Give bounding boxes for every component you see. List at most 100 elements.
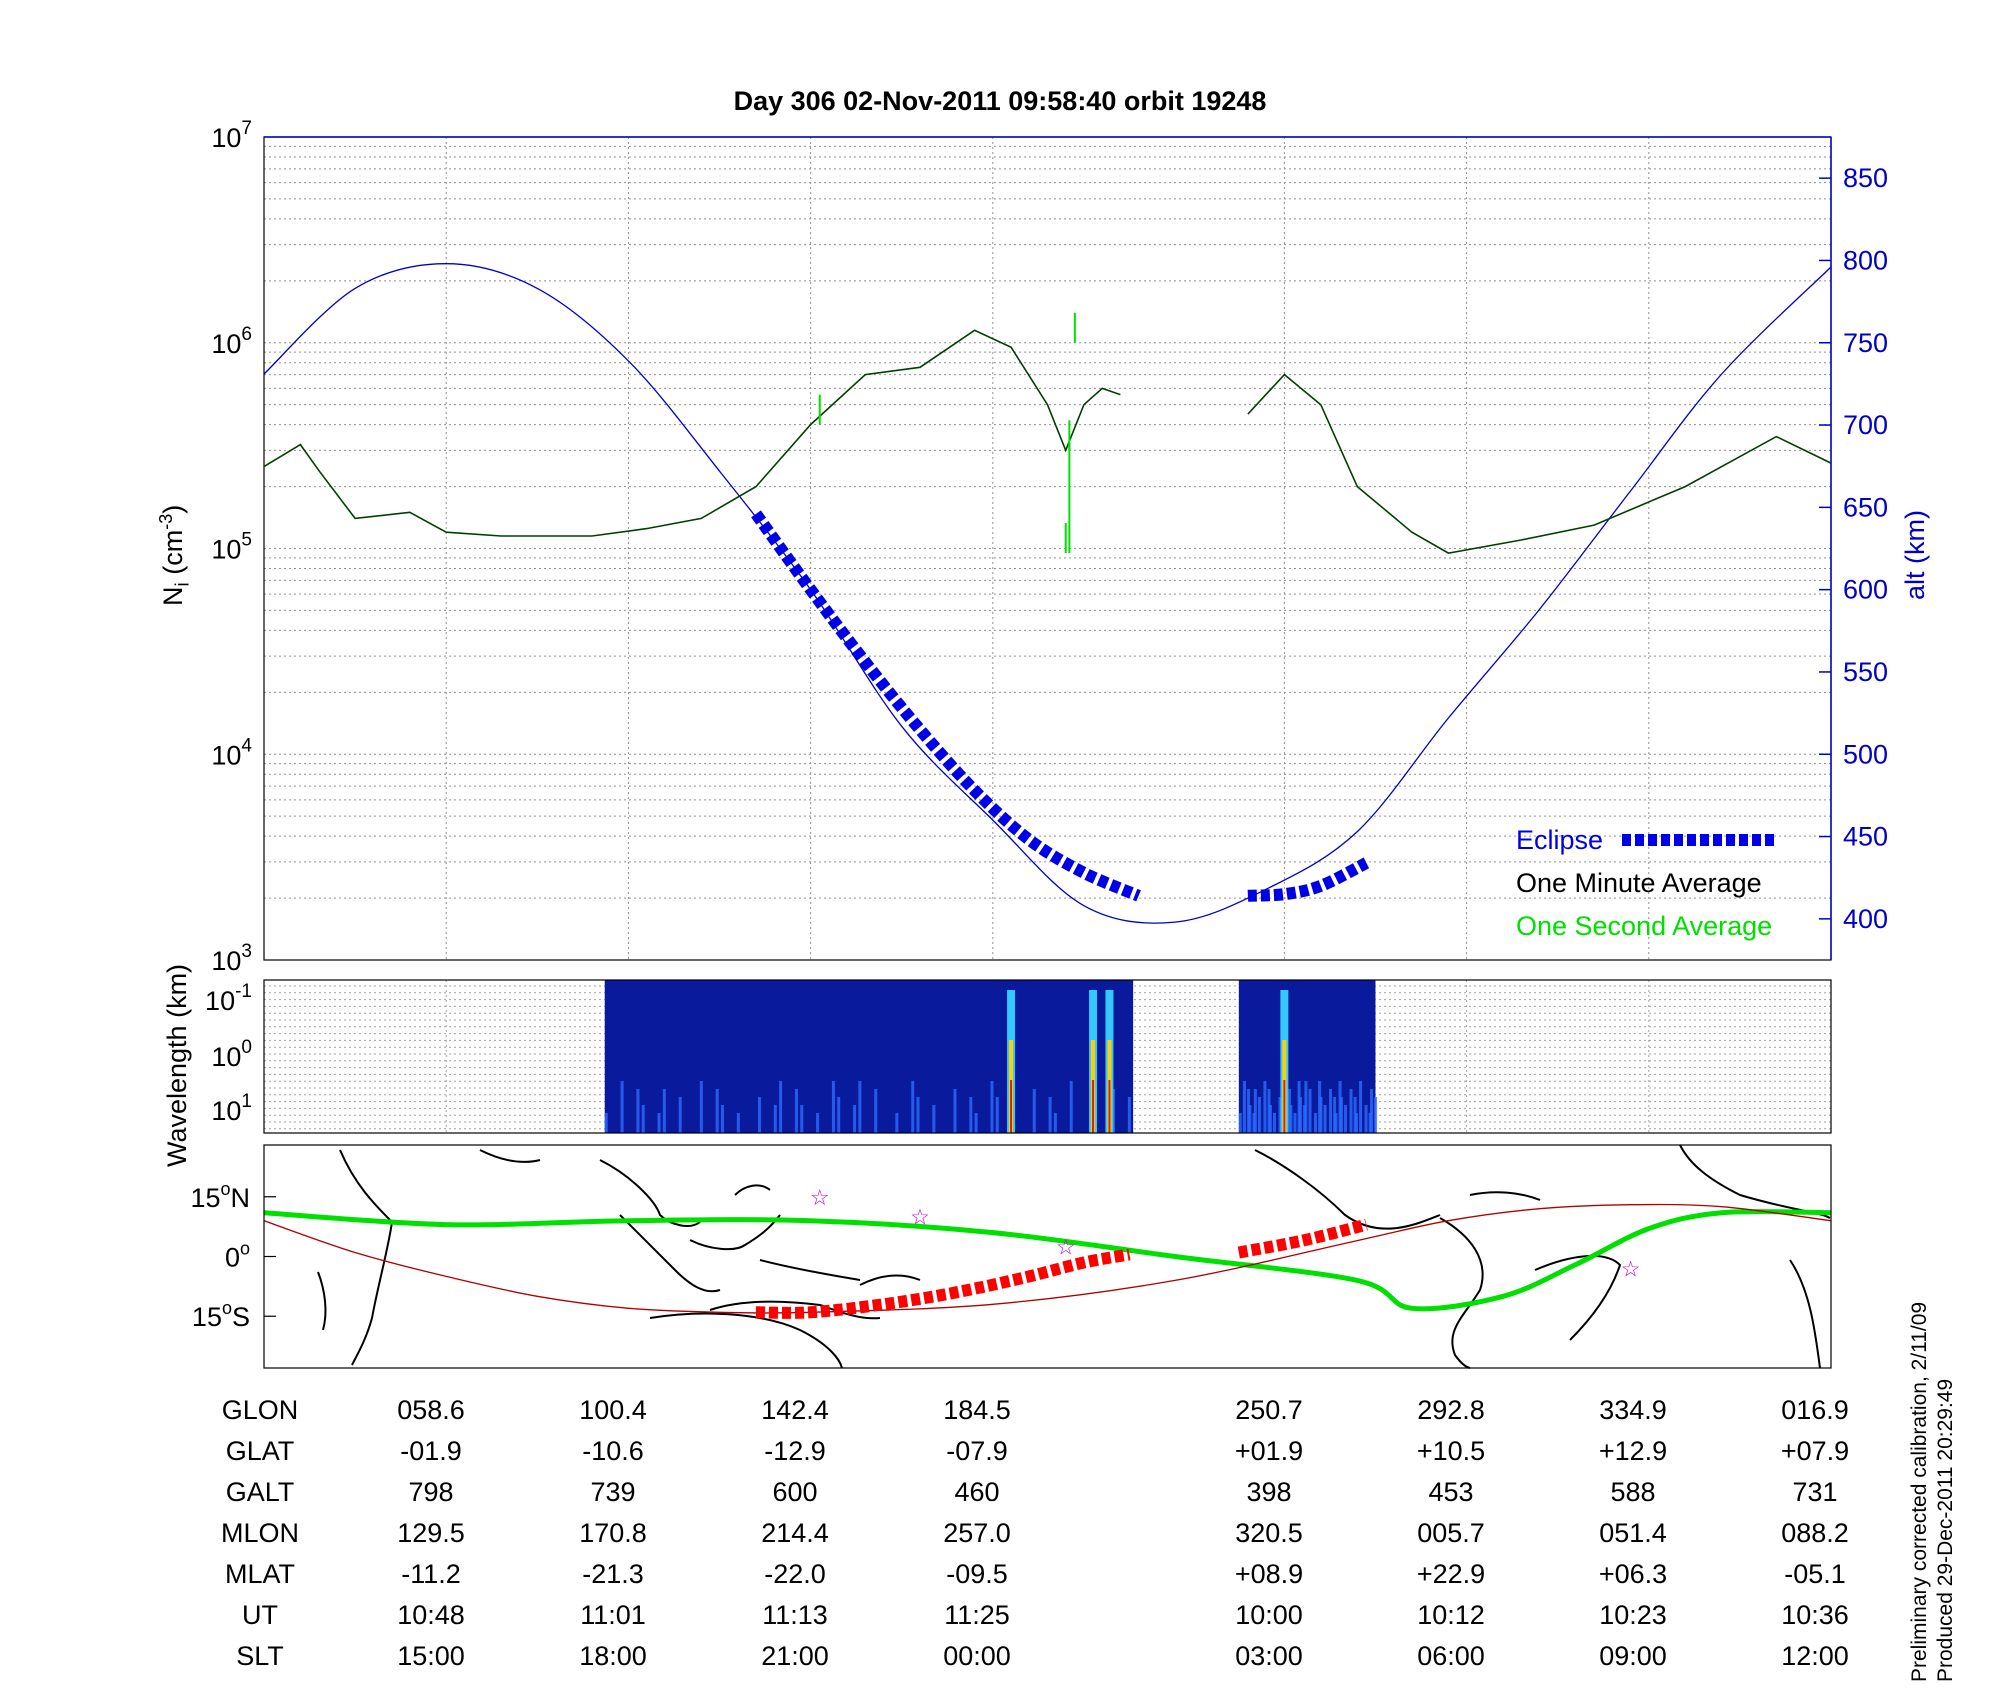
info-row: GLON 058.6 100.4 142.4 184.5 250.7 292.8 334.9 0… xyxy=(180,1390,1906,1431)
density-tick-label: 104 xyxy=(211,735,252,770)
spectrogram-streak xyxy=(990,1081,994,1133)
spectrogram-streak xyxy=(1370,1089,1374,1133)
info-cell: +01.9 xyxy=(1234,1436,1304,1466)
altitude-tick-label: 450 xyxy=(1843,822,1888,852)
spectrogram-hot-peak xyxy=(1010,1080,1013,1133)
star-marker: ☆ xyxy=(1621,1257,1641,1282)
spectrogram-streak xyxy=(657,1113,661,1133)
spectrogram-streak xyxy=(1329,1089,1333,1133)
coastline xyxy=(1439,1217,1484,1369)
spectrogram-streak xyxy=(1032,1089,1036,1133)
info-row: SLT 15:00 18:00 21:00 00:00 03:00 06:00 09:00 12… xyxy=(180,1636,1906,1677)
coastline xyxy=(1789,1259,1821,1369)
spectrogram-streak xyxy=(911,1081,915,1133)
coastline xyxy=(859,1274,921,1286)
eclipse-track-segment xyxy=(755,1248,1131,1319)
spectrogram-streak xyxy=(837,1097,841,1133)
info-cell: -07.9 xyxy=(946,1436,1008,1466)
altitude-line xyxy=(263,263,1832,924)
info-row-label: MLAT xyxy=(224,1559,295,1589)
altitude-tick-label: 850 xyxy=(1843,163,1888,193)
altitude-tick-label: 500 xyxy=(1843,739,1888,769)
coastline xyxy=(759,1259,861,1281)
altitude-tick-label: 800 xyxy=(1843,245,1888,275)
density-tick-label: 107 xyxy=(211,118,252,153)
legend-one-minute: One Minute Average xyxy=(1516,868,1762,898)
spectrogram-streak xyxy=(1303,1105,1307,1133)
eclipse-segment xyxy=(751,510,1141,902)
spectrogram-streak xyxy=(736,1113,740,1133)
info-cell: 016.9 xyxy=(1781,1395,1849,1425)
density-axis-label: Ni (cm-3) xyxy=(156,504,194,606)
density-tick-label: 105 xyxy=(211,530,252,565)
info-cell: 320.5 xyxy=(1235,1518,1303,1548)
spectrogram-hot-peak xyxy=(1092,1080,1095,1133)
spectrogram-streak xyxy=(662,1089,666,1133)
spectrogram-streak xyxy=(636,1089,640,1133)
info-cell: 03:00 xyxy=(1235,1641,1303,1671)
spectrogram-hot-peak xyxy=(1108,1080,1111,1133)
orbit-info-table: GLON 058.6 100.4 142.4 184.5 250.7 292.8 334.9 0… xyxy=(180,1390,1906,1677)
info-row: GALT 798 739 600 460 398 453 588 731 xyxy=(180,1472,1906,1513)
spectrogram-streak xyxy=(1238,1113,1242,1133)
info-cell: 214.4 xyxy=(761,1518,829,1548)
star-marker: ☆ xyxy=(1056,1236,1076,1261)
info-cell: -01.9 xyxy=(400,1436,462,1466)
spectrogram-streak xyxy=(816,1113,820,1133)
info-cell: +07.9 xyxy=(1780,1436,1850,1466)
info-cell: 292.8 xyxy=(1417,1395,1485,1425)
spectrogram-streak xyxy=(995,1097,999,1133)
spectrogram-streak xyxy=(1053,1113,1057,1133)
spectrogram-streak xyxy=(1242,1081,1246,1133)
info-cell: -10.6 xyxy=(582,1436,644,1466)
eclipse-segment xyxy=(1247,857,1370,902)
spectrogram-streak xyxy=(1263,1081,1267,1133)
info-cell: -21.3 xyxy=(582,1559,644,1589)
spectrogram-streak xyxy=(895,1113,899,1133)
coastline xyxy=(734,1184,771,1196)
spectrogram-streak xyxy=(1364,1105,1368,1133)
info-row: GLAT -01.9 -10.6 -12.9 -07.9 +01.9 +10.5 +12.9 +… xyxy=(180,1431,1906,1472)
spectrogram-streak xyxy=(932,1105,936,1133)
coastline xyxy=(649,1312,843,1369)
info-row-label: MLON xyxy=(220,1518,299,1548)
info-cell: -11.2 xyxy=(401,1559,461,1589)
info-row-label: GALT xyxy=(225,1477,295,1507)
spectrogram-streak xyxy=(800,1105,804,1133)
info-cell: 12:00 xyxy=(1781,1641,1849,1671)
info-cell: 11:01 xyxy=(580,1600,646,1630)
spectrogram-streak xyxy=(1272,1113,1276,1133)
wavelength-axis-label: Wavelength (km) xyxy=(162,963,192,1167)
info-row: MLON 129.5 170.8 214.4 257.0 320.5 005.7 051.4 0… xyxy=(180,1513,1906,1554)
spectrogram-streak xyxy=(1293,1113,1297,1133)
coastline xyxy=(317,1271,327,1331)
spectrogram-streak xyxy=(1308,1089,1312,1133)
spectrogram-streak xyxy=(699,1081,703,1133)
spectrogram-streak xyxy=(974,1113,978,1133)
info-cell: 257.0 xyxy=(943,1518,1011,1548)
one-minute-line xyxy=(263,329,1121,537)
spectrogram-streak xyxy=(720,1105,724,1133)
chart-title: Day 306 02-Nov-2011 09:58:40 orbit 19248 xyxy=(733,86,1267,116)
legend-one-second: One Second Average xyxy=(1516,911,1773,941)
spectrogram-streak xyxy=(1278,1097,1282,1133)
info-cell: 10:23 xyxy=(1599,1600,1667,1630)
spectrogram-streak xyxy=(1112,1089,1116,1133)
info-cell: +08.9 xyxy=(1234,1559,1304,1589)
spectrogram-streak xyxy=(1252,1113,1256,1133)
produced-note: Produced 29-Dec-2011 20:29:49 xyxy=(1934,1378,1957,1682)
info-row-label: UT xyxy=(242,1600,278,1630)
spectrogram-block xyxy=(604,980,1134,1133)
spectrogram-streak xyxy=(620,1081,624,1133)
spectrogram-streak xyxy=(1318,1081,1322,1133)
info-cell: 058.6 xyxy=(397,1395,465,1425)
wavelength-tick-label: 100 xyxy=(211,1037,252,1072)
spectrogram-streak xyxy=(1069,1081,1073,1133)
info-cell: 10:36 xyxy=(1781,1600,1849,1630)
spectrogram-hot-peak xyxy=(1283,1080,1286,1133)
altitude-tick-label: 700 xyxy=(1843,410,1888,440)
altitude-tick-label: 400 xyxy=(1843,904,1888,934)
spectrogram-streak xyxy=(1297,1081,1301,1133)
